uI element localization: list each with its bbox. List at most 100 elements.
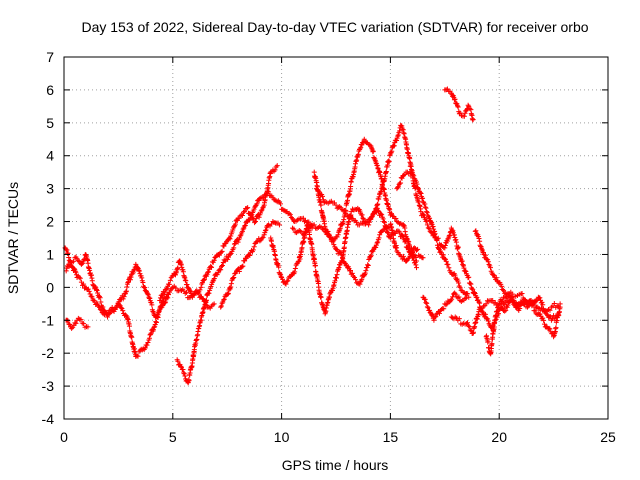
- data-point-fill: [455, 104, 461, 110]
- data-point: [361, 136, 367, 142]
- data-point-fill: [155, 312, 161, 318]
- data-point-fill: [226, 254, 232, 260]
- data-point-fill: [181, 273, 187, 279]
- data-point-fill: [145, 292, 151, 298]
- data-point-fill: [360, 215, 366, 221]
- data-point-fill: [361, 216, 367, 222]
- data-point-fill: [67, 322, 73, 328]
- data-point-fill: [142, 345, 148, 351]
- data-point-fill: [485, 259, 491, 265]
- data-point-fill: [470, 286, 476, 292]
- data-point-fill: [452, 290, 458, 296]
- data-point-fill: [225, 290, 231, 296]
- chart-title: Day 153 of 2022, Sidereal Day-to-day VTE…: [81, 19, 588, 35]
- series-track-08: [289, 221, 426, 287]
- data-point-fill: [228, 284, 234, 290]
- data-point-fill: [540, 315, 546, 321]
- data-point-fill: [85, 286, 91, 292]
- data-point-fill: [78, 317, 84, 323]
- data-point: [366, 222, 372, 228]
- data-point-fill: [476, 235, 482, 241]
- data-point: [414, 265, 420, 271]
- data-point-fill: [389, 148, 395, 154]
- data-point-fill: [400, 233, 406, 239]
- data-point-fill: [529, 303, 535, 309]
- data-point-fill: [259, 235, 265, 241]
- data-point-fill: [532, 308, 538, 314]
- y-tick-label: -1: [42, 312, 55, 328]
- data-point-fill: [443, 258, 449, 264]
- data-point-fill: [390, 213, 396, 219]
- data-point-fill: [76, 274, 82, 280]
- data-point-fill: [430, 224, 436, 230]
- data-point-fill: [93, 287, 99, 293]
- data-point-fill: [466, 324, 472, 330]
- data-point-fill: [370, 148, 376, 154]
- data-point-fill: [390, 231, 396, 237]
- data-point-fill: [169, 273, 175, 279]
- data-point-fill: [370, 211, 376, 217]
- data-point-fill: [120, 308, 126, 314]
- data-point-fill: [456, 280, 462, 286]
- data-point-fill: [208, 263, 214, 269]
- data-point-fill: [386, 158, 392, 164]
- data-point-fill: [325, 229, 331, 235]
- data-point-fill: [443, 302, 449, 308]
- data-point-fill: [136, 268, 142, 274]
- data-point-fill: [190, 292, 196, 298]
- data-point-fill: [423, 205, 429, 211]
- data-point: [466, 103, 472, 109]
- data-point-fill: [400, 253, 406, 259]
- data-point-fill: [250, 247, 256, 253]
- data-point-fill: [446, 265, 452, 271]
- y-tick-label: 3: [46, 181, 54, 197]
- data-point-fill: [180, 367, 186, 373]
- data-point-fill: [379, 212, 385, 218]
- data-point-fill: [485, 339, 491, 345]
- data-point-fill: [118, 305, 124, 311]
- data-point-fill: [161, 292, 167, 298]
- data-point-fill: [441, 306, 447, 312]
- data-point-fill: [452, 235, 458, 241]
- data-point-fill: [144, 342, 150, 348]
- data-point-fill: [329, 288, 335, 294]
- data-point-fill: [75, 258, 81, 264]
- data-point: [239, 228, 245, 234]
- data-point-fill: [381, 226, 387, 232]
- data-point-fill: [499, 298, 505, 304]
- data-point: [218, 304, 224, 310]
- data-point-fill: [424, 210, 430, 216]
- data-point-fill: [184, 281, 190, 287]
- data-point-fill: [142, 284, 148, 290]
- data-point-fill: [337, 225, 343, 231]
- data-point-fill: [182, 275, 188, 281]
- data-point-fill: [120, 296, 126, 302]
- data-point: [331, 242, 337, 248]
- data-point-fill: [373, 244, 379, 250]
- data-point-fill: [336, 265, 342, 271]
- data-point-fill: [420, 211, 426, 217]
- data-point: [181, 370, 187, 376]
- data-point-fill: [228, 281, 234, 287]
- data-point-fill: [221, 243, 227, 249]
- data-point-fill: [221, 297, 227, 303]
- data-point-fill: [502, 308, 508, 314]
- data-point-fill: [385, 230, 391, 236]
- y-tick-label: -3: [42, 378, 55, 394]
- data-point: [231, 245, 237, 251]
- data-point-fill: [369, 214, 375, 220]
- data-point-fill: [153, 319, 159, 325]
- data-point: [198, 284, 204, 290]
- data-point-fill: [510, 299, 516, 305]
- data-point-fill: [383, 169, 389, 175]
- data-point: [518, 291, 524, 297]
- data-point-fill: [64, 247, 70, 253]
- data-point-fill: [295, 259, 301, 265]
- data-point-fill: [92, 298, 98, 304]
- data-point-fill: [362, 270, 368, 276]
- y-tick-label: 4: [46, 148, 54, 164]
- data-point: [381, 219, 387, 225]
- data-point-fill: [306, 219, 312, 225]
- data-point-fill: [493, 275, 499, 281]
